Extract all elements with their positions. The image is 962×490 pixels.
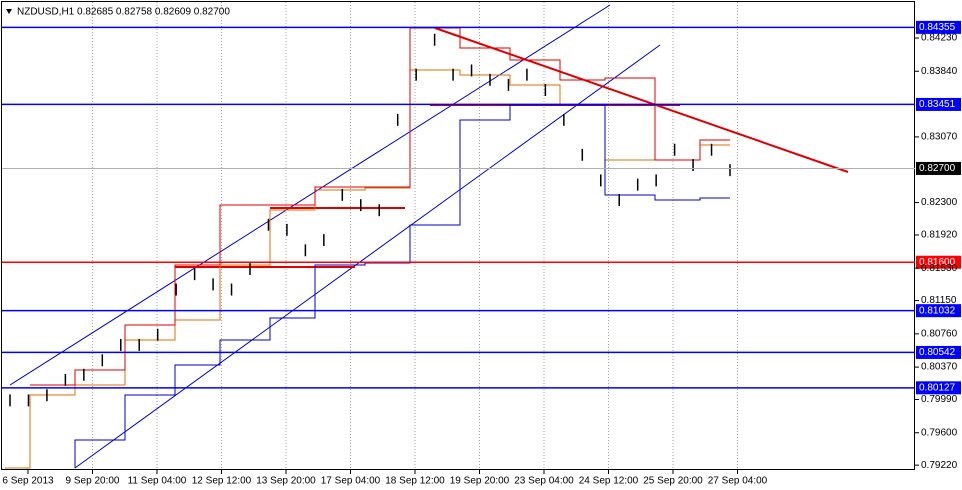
trend-line <box>434 27 849 173</box>
x-tick-label: 23 Sep 04:00 <box>514 476 574 487</box>
y-tick-label: 0.80370 <box>921 362 958 373</box>
y-tick-label: 0.81530 <box>921 263 958 274</box>
y-tick-label: 0.79600 <box>921 427 958 438</box>
x-tick-label: 6 Sep 2013 <box>2 476 54 487</box>
level-label: 0.81600 <box>919 257 956 268</box>
level-box <box>916 255 961 269</box>
price-axis: 0.84230 0.83840 0.83070 0.82300 0.81920 0.815… <box>915 33 958 471</box>
x-tick-label: 17 Sep 04:00 <box>321 476 381 487</box>
y-tick-label: 0.82300 <box>921 197 958 208</box>
y-tick-label: 0.83840 <box>921 66 958 77</box>
y-tick-label: 0.79990 <box>921 394 958 405</box>
x-tick-label: 25 Sep 20:00 <box>643 476 703 487</box>
channel-lower <box>74 44 661 469</box>
level-label: 0.80542 <box>919 347 956 358</box>
price-bars <box>9 33 731 407</box>
plot-frame <box>1 1 915 470</box>
level-box <box>916 97 961 111</box>
level-label: 0.81032 <box>919 305 956 316</box>
x-tick-label: 9 Sep 20:00 <box>66 476 120 487</box>
level-box <box>916 381 961 395</box>
x-tick-label: 18 Sep 12:00 <box>385 476 445 487</box>
menu-triangle[interactable] <box>6 9 12 14</box>
y-tick-label: 0.79220 <box>921 460 958 471</box>
y-tick-label: 0.81920 <box>921 230 958 241</box>
chart-title: NZDUSD,H1 0.82685 0.82758 0.82609 0.8270… <box>17 7 230 18</box>
level-label: 0.82700 <box>919 163 956 174</box>
grid <box>92 2 738 470</box>
high-steps <box>30 27 730 386</box>
x-tick-label: 12 Sep 12:00 <box>192 476 252 487</box>
x-tick-label: 13 Sep 20:00 <box>256 476 316 487</box>
x-tick-label: 27 Sep 04:00 <box>708 476 768 487</box>
level-label: 0.83451 <box>919 99 956 110</box>
x-tick-label: 19 Sep 20:00 <box>450 476 510 487</box>
x-tick-label: 11 Sep 04:00 <box>128 476 187 487</box>
channel-upper <box>9 4 611 386</box>
x-tick-label: 24 Sep 12:00 <box>579 476 639 487</box>
y-tick-label: 0.80760 <box>921 328 958 339</box>
level-box <box>916 20 961 34</box>
support-steps <box>74 104 730 468</box>
level-label: 0.84355 <box>919 22 956 33</box>
level-box <box>916 304 961 318</box>
y-tick-label: 0.83070 <box>921 132 958 143</box>
level-box <box>916 345 961 359</box>
y-tick-label: 0.81150 <box>921 295 957 306</box>
levels: 0.84355 0.83451 0.82700 0.81600 0.81032 0.805… <box>2 20 961 395</box>
y-tick-label: 0.84230 <box>921 33 958 44</box>
time-axis: 6 Sep 2013 9 Sep 20:00 11 Sep 04:00 12 Sep … <box>2 470 768 487</box>
level-label: 0.80127 <box>919 382 956 393</box>
drawings <box>5 4 849 469</box>
level-box <box>916 161 961 175</box>
